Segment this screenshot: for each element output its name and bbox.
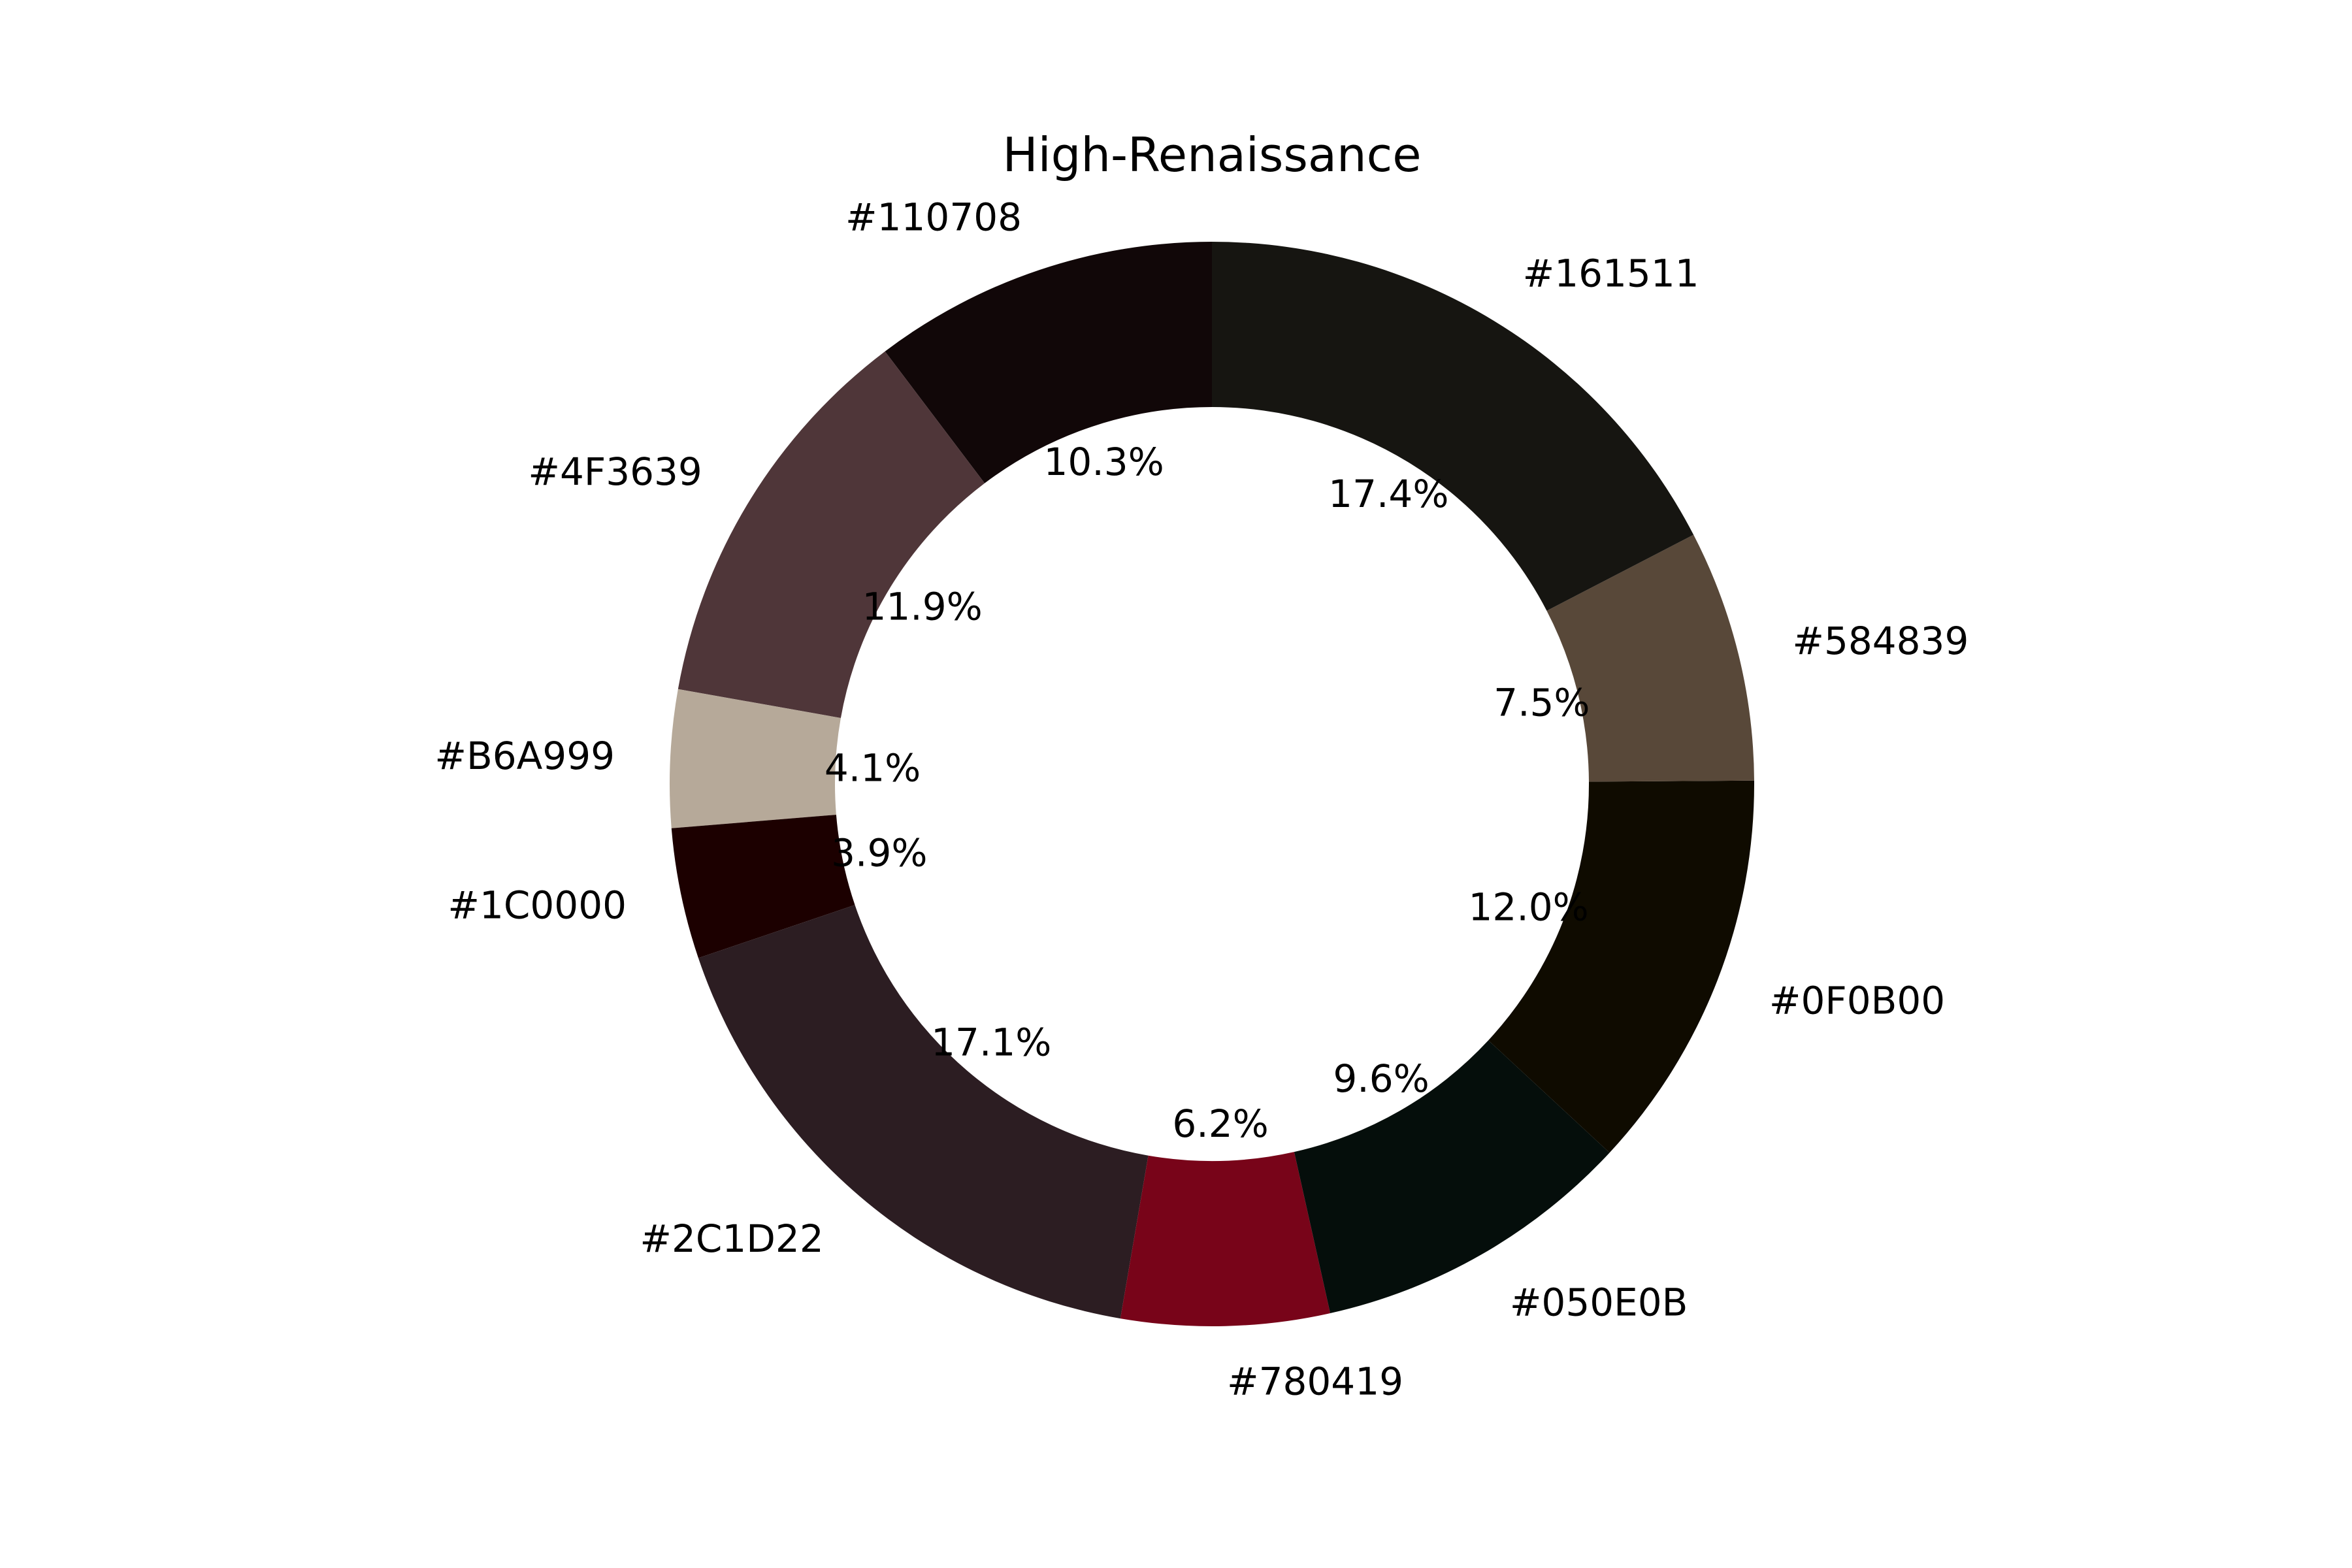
donut-slice [1294,1040,1610,1314]
slice-percent-label: 3.9% [831,830,927,875]
slice-percent-label: 17.4% [1328,472,1448,516]
slice-percent-label: 11.9% [862,584,982,629]
donut-slice [670,689,841,828]
slice-label: #1C0000 [448,883,627,928]
donut-slice [1488,780,1754,1153]
slice-label: #050E0B [1510,1280,1688,1324]
slice-label: #584839 [1792,619,1968,663]
slice-label: #161511 [1523,251,1699,295]
slice-percent-label: 17.1% [931,1020,1051,1064]
donut-slice [1120,1152,1331,1326]
donut-slice [1546,534,1754,782]
donut-slices [670,242,1754,1326]
slice-label: #780419 [1227,1360,1403,1404]
slice-labels: #110708 #4F3639 #B6A999 #1C0000 #2C1D22 #7804… [434,195,1968,1403]
donut-slice [678,351,985,719]
percent-labels: 10.3% 11.9% 4.1% 3.9% 17.1% 6.2% 9.6% 12.0% 7.5%… [825,440,1590,1146]
slice-label: #110708 [845,195,1022,239]
donut-slice [885,242,1212,483]
slice-percent-label: 6.2% [1172,1102,1268,1146]
slice-label: #2C1D22 [640,1217,823,1261]
chart-title: High-Renaissance [1003,127,1422,182]
slice-percent-label: 4.1% [825,746,921,791]
slice-percent-label: 12.0% [1469,885,1589,929]
donut-slice [671,815,855,958]
slice-percent-label: 7.5% [1494,680,1590,725]
slice-label: #0F0B00 [1769,978,1945,1022]
slice-percent-label: 9.6% [1333,1056,1429,1101]
donut-slice [1212,242,1694,611]
slice-label: #B6A999 [434,734,615,778]
donut-slice [698,905,1149,1319]
slice-label: #4F3639 [528,449,702,494]
slice-percent-label: 10.3% [1044,440,1164,484]
